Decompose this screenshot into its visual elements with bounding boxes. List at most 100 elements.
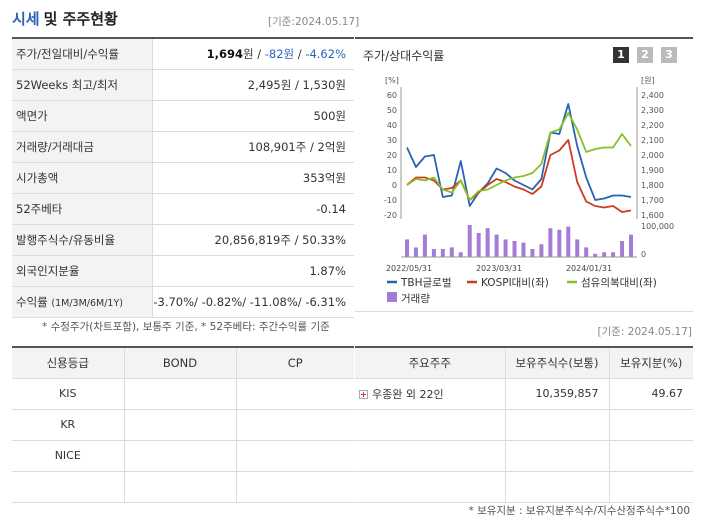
volume-bar <box>530 249 535 257</box>
price-info-table: 주가/전일대비/수익률 1,694원 / -82원 / -4.62% 52Wee… <box>12 37 354 318</box>
volume-tick-label: 100,000 <box>641 222 674 231</box>
row-label: 액면가 <box>12 100 153 132</box>
row-value: 353억원 <box>152 162 354 194</box>
row-label: 52주베타 <box>12 193 153 225</box>
section-title-sub: 및 주주현황 <box>43 10 118 28</box>
column-header: CP <box>236 347 354 379</box>
chart-page-3-button[interactable]: 3 <box>661 47 677 63</box>
left-tick-label: 30 <box>387 136 397 145</box>
legend-label: TBH글로벌 <box>400 277 452 289</box>
row-label: 수익률 (1M/3M/6M/1Y) <box>12 286 153 318</box>
volume-bar <box>467 225 472 257</box>
volume-bar <box>557 229 562 257</box>
table-row: 발행주식수/유동비율 20,856,819주 / 50.33% <box>12 224 354 256</box>
x-tick-label: 2024/01/31 <box>566 264 612 273</box>
column-header: 보유지분(%) <box>609 347 693 379</box>
volume-bar <box>449 247 454 257</box>
row-label: 주가/전일대비/수익률 <box>12 38 153 70</box>
chart-page-2-button[interactable]: 2 <box>637 47 653 63</box>
volume-bar <box>620 241 625 257</box>
left-tick-label: 50 <box>387 106 397 115</box>
bond-rating <box>124 471 237 503</box>
row-label: 거래량/거래대금 <box>12 131 153 163</box>
table-row: 외국인지분율 1.87% <box>12 255 354 287</box>
cp-rating <box>236 378 354 410</box>
table-header-row: 주요주주 보유주식수(보통) 보유지분(%) <box>355 347 693 379</box>
right-tick-label: 2,100 <box>641 136 664 145</box>
cp-rating <box>236 409 354 441</box>
table-header-row: 신용등급 BOND CP <box>12 347 354 379</box>
row-value: -0.14 <box>152 193 354 225</box>
base-date-secondary: [기준: 2024.05.17] <box>597 326 692 338</box>
volume-bar <box>602 252 607 257</box>
volume-bar <box>494 234 499 257</box>
legend-label: KOSPI대비(좌) <box>481 277 549 289</box>
table-row: 수익률 (1M/3M/6M/1Y) -3.70%/ -0.82%/ -11.08… <box>12 286 354 318</box>
volume-bar <box>593 253 598 257</box>
bond-rating <box>124 378 237 410</box>
table-row: 액면가 500원 <box>12 100 354 132</box>
major-shareholders-table: 주요주주 보유주식수(보통) 보유지분(%) 우종완 외 22인 10,359,… <box>355 346 693 503</box>
expand-plus-icon[interactable] <box>359 389 368 399</box>
table-row: 52Weeks 최고/최저 2,495원 / 1,530원 <box>12 69 354 101</box>
volume-bar <box>503 239 508 257</box>
shares-held: 10,359,857 <box>505 378 610 410</box>
left-tick-label: 20 <box>387 151 397 160</box>
row-label: 시가총액 <box>12 162 153 194</box>
price-change: -82원 <box>264 46 295 61</box>
series-line <box>406 112 632 201</box>
row-value: 108,901주 / 2억원 <box>152 131 354 163</box>
cp-rating <box>236 471 354 503</box>
right-tick-label: 2,000 <box>641 151 664 160</box>
right-tick-label: 2,400 <box>641 91 664 100</box>
legend-swatch <box>387 292 397 302</box>
table-row: 시가총액 353억원 <box>12 162 354 194</box>
table-row: 52주베타 -0.14 <box>12 193 354 225</box>
right-tick-label: 1,600 <box>641 211 664 220</box>
right-tick-label: 1,900 <box>641 166 664 175</box>
left-tick-label: -20 <box>384 211 397 220</box>
holder-name-cell: 우종완 외 22인 <box>355 378 506 410</box>
column-header: 보유주식수(보통) <box>505 347 610 379</box>
right-tick-label: 2,300 <box>641 106 664 115</box>
holder-name[interactable]: 우종완 외 22인 <box>372 387 444 401</box>
volume-bar <box>422 234 427 257</box>
volume-bar <box>539 244 544 257</box>
volume-bar <box>458 252 463 257</box>
base-date: [기준:2024.05.17] <box>268 16 360 28</box>
row-label: 52Weeks 최고/최저 <box>12 69 153 101</box>
credit-rating-table: 신용등급 BOND CP KIS KR NICE <box>12 346 354 503</box>
table-row: KIS <box>12 378 354 410</box>
volume-bar <box>485 228 490 257</box>
row-label: 발행주식수/유동비율 <box>12 224 153 256</box>
volume-tick-label: 0 <box>641 250 646 259</box>
row-value: 2,495원 / 1,530원 <box>152 69 354 101</box>
price-chart-panel: 주가/상대수익률 1 2 3 [%] [원] 60 50 40 30 20 10 0 -10 -20… <box>355 37 693 312</box>
table-row: 우종완 외 22인 10,359,857 49.67 <box>355 378 693 410</box>
row-value: 1.87% <box>152 255 354 287</box>
volume-bar <box>512 241 517 257</box>
bond-rating <box>124 440 237 472</box>
volume-bar <box>440 249 445 257</box>
table-row <box>12 471 354 503</box>
legend-label: 거래량 <box>401 293 430 305</box>
current-price: 1,694 <box>206 46 243 61</box>
right-axis-unit: [원] <box>641 76 655 85</box>
right-tick-label: 2,200 <box>641 121 664 130</box>
row-value: 20,856,819주 / 50.33% <box>152 224 354 256</box>
table-row <box>355 471 693 503</box>
column-header: 주요주주 <box>355 347 506 379</box>
right-tick-label: 1,800 <box>641 181 664 190</box>
table-row: 거래량/거래대금 108,901주 / 2억원 <box>12 131 354 163</box>
chart-page-1-button[interactable]: 1 <box>613 47 629 63</box>
section-title: 시세 및 주주현황 <box>12 8 118 29</box>
table-row: 주가/전일대비/수익률 1,694원 / -82원 / -4.62% <box>12 38 354 70</box>
series-line <box>406 103 632 207</box>
volume-bar <box>611 252 616 257</box>
table-row: KR <box>12 409 354 441</box>
footnote-left: * 수정주가(차트포함), 보통주 기준, * 52주베타: 주간수익률 기준 <box>42 321 330 333</box>
volume-bar <box>431 249 436 257</box>
ownership-pct: 49.67 <box>609 378 693 410</box>
price-value: 1,694원 / -82원 / -4.62% <box>152 38 354 70</box>
table-row: NICE <box>12 440 354 472</box>
